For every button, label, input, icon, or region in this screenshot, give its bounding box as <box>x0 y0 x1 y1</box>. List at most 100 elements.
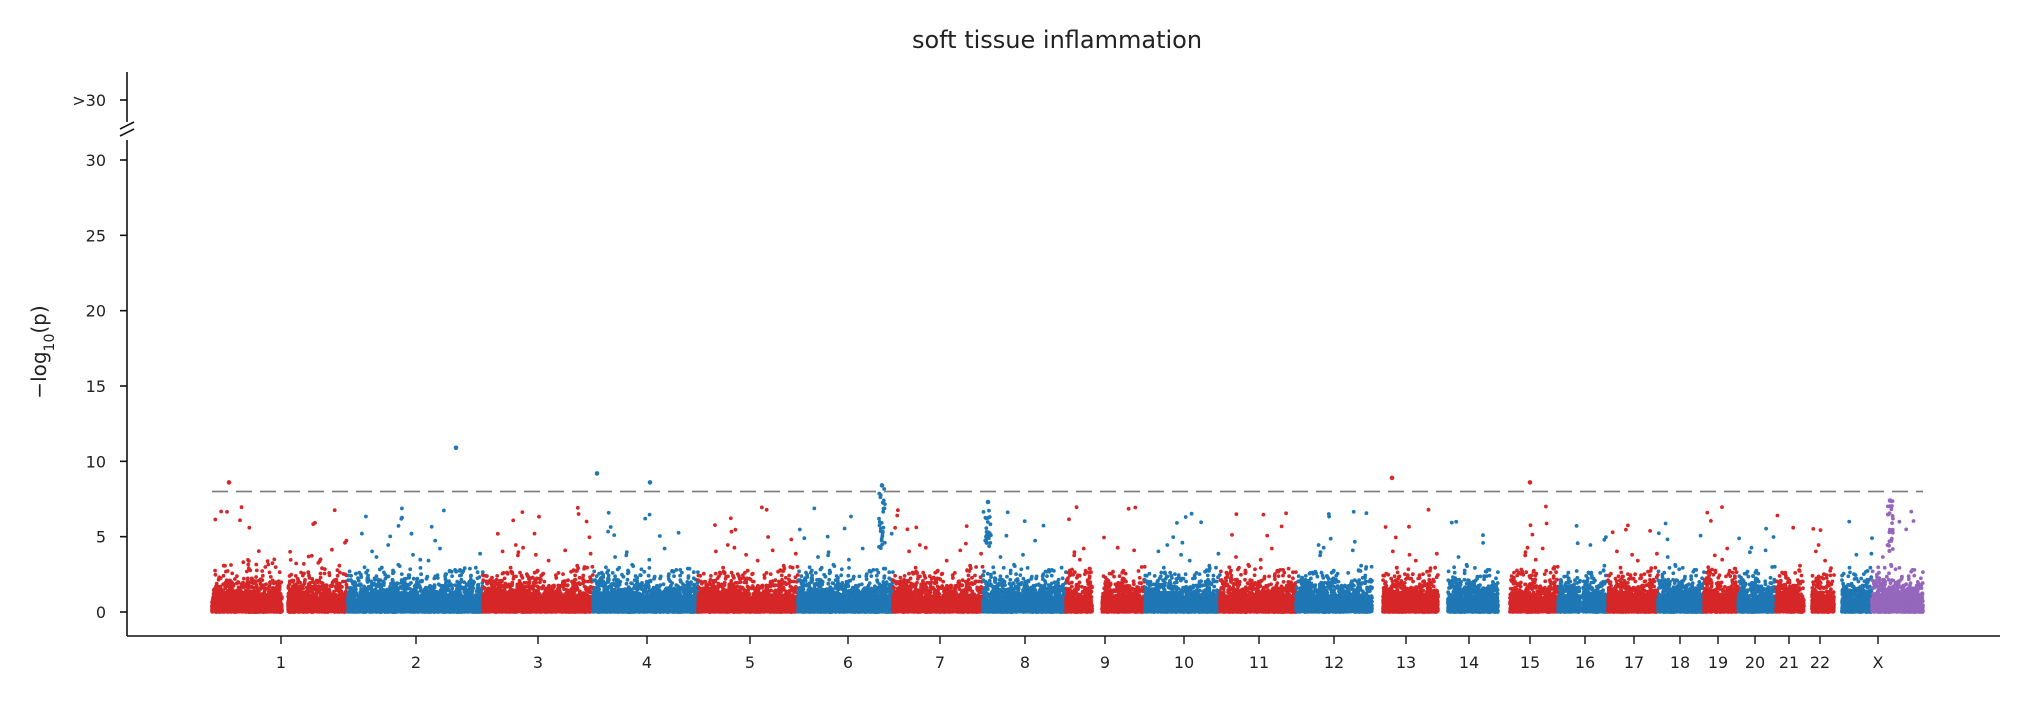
data-point <box>247 582 251 586</box>
data-point <box>278 570 282 574</box>
y-tick-label: 25 <box>86 226 106 245</box>
data-point <box>214 586 218 590</box>
data-point <box>212 593 216 597</box>
data-point <box>228 585 232 589</box>
data-point <box>247 559 251 563</box>
x-tick-label: 1 <box>276 653 286 672</box>
data-point <box>271 561 275 565</box>
data-point <box>241 560 245 564</box>
data-point <box>225 510 229 514</box>
data-point <box>249 601 253 605</box>
data-point <box>271 607 275 611</box>
data-point <box>228 603 232 607</box>
y-tick-label: 15 <box>86 377 106 396</box>
chart-title: soft tissue inflammation <box>912 26 1202 54</box>
x-tick-label: 7 <box>935 653 945 672</box>
data-point <box>242 586 246 590</box>
data-point <box>266 563 270 567</box>
data-point <box>253 605 257 609</box>
data-point <box>231 597 235 601</box>
data-point <box>236 598 240 602</box>
data-point <box>330 548 334 552</box>
y-tick-label: 30 <box>86 151 106 170</box>
x-tick-label: 11 <box>1249 653 1269 672</box>
data-point <box>257 607 261 611</box>
data-point <box>268 609 272 613</box>
data-point <box>247 526 251 530</box>
data-point <box>249 610 253 614</box>
data-point <box>229 563 233 567</box>
data-point <box>268 571 272 575</box>
data-point <box>221 608 225 612</box>
data-point <box>237 585 241 589</box>
data-point <box>272 558 276 562</box>
data-point <box>218 595 222 599</box>
data-point <box>273 601 277 605</box>
data-point <box>217 578 221 582</box>
data-point <box>219 599 223 603</box>
x-tick-label: 3 <box>533 653 543 672</box>
data-point <box>212 607 216 611</box>
data-point <box>242 577 246 581</box>
data-point <box>230 572 234 576</box>
data-point <box>213 518 217 522</box>
data-point <box>223 601 227 605</box>
x-tick-label: 17 <box>1624 653 1644 672</box>
data-point <box>271 586 275 590</box>
data-point <box>238 518 242 522</box>
x-tick-label: 6 <box>843 653 853 672</box>
data-point <box>246 563 250 567</box>
y-tick-label: 0 <box>96 603 106 622</box>
x-tick-label: 19 <box>1708 653 1728 672</box>
data-point <box>228 592 232 596</box>
data-point <box>254 563 258 567</box>
x-tick-label: 4 <box>642 653 652 672</box>
data-point <box>263 586 267 590</box>
data-point <box>274 580 278 584</box>
data-point <box>264 608 268 612</box>
data-point <box>277 585 281 589</box>
y-axis-break-mark-bottom <box>120 129 134 136</box>
x-tick-label: 20 <box>1745 653 1765 672</box>
data-point <box>256 587 260 591</box>
x-tick-label: 2 <box>411 653 421 672</box>
x-tick-label: 13 <box>1396 653 1416 672</box>
data-point <box>270 591 274 595</box>
data-point <box>222 574 226 578</box>
x-tick-label: 16 <box>1575 653 1595 672</box>
data-point <box>240 505 244 509</box>
data-point <box>280 595 284 599</box>
data-point <box>232 603 236 607</box>
x-tick-label: 9 <box>1100 653 1110 672</box>
data-point <box>261 602 265 606</box>
data-point <box>255 569 259 573</box>
y-axis-title-prefix: −log <box>27 351 51 398</box>
data-point <box>219 510 223 514</box>
data-point <box>257 593 261 597</box>
data-point <box>224 581 228 585</box>
data-point <box>274 565 278 569</box>
y-axis-title: −log10(p) <box>27 305 58 398</box>
y-axis-title-subscript: 10 <box>42 334 58 352</box>
data-point <box>241 608 245 612</box>
data-point <box>263 565 267 569</box>
data-point <box>260 569 264 573</box>
data-point <box>214 573 218 577</box>
data-point <box>254 575 258 579</box>
data-point <box>224 591 228 595</box>
data-point <box>266 559 270 563</box>
x-tick-label: 15 <box>1520 653 1540 672</box>
data-point <box>254 610 258 614</box>
data-point <box>267 599 271 603</box>
data-point <box>231 607 235 611</box>
y-tick-label-break: >30 <box>72 91 106 110</box>
data-point <box>214 599 218 603</box>
data-point <box>254 596 258 600</box>
data-point <box>246 590 250 594</box>
y-tick-label: 20 <box>86 302 106 321</box>
x-tick-label: X <box>1873 653 1884 672</box>
data-point <box>302 562 306 566</box>
data-point <box>257 549 261 553</box>
